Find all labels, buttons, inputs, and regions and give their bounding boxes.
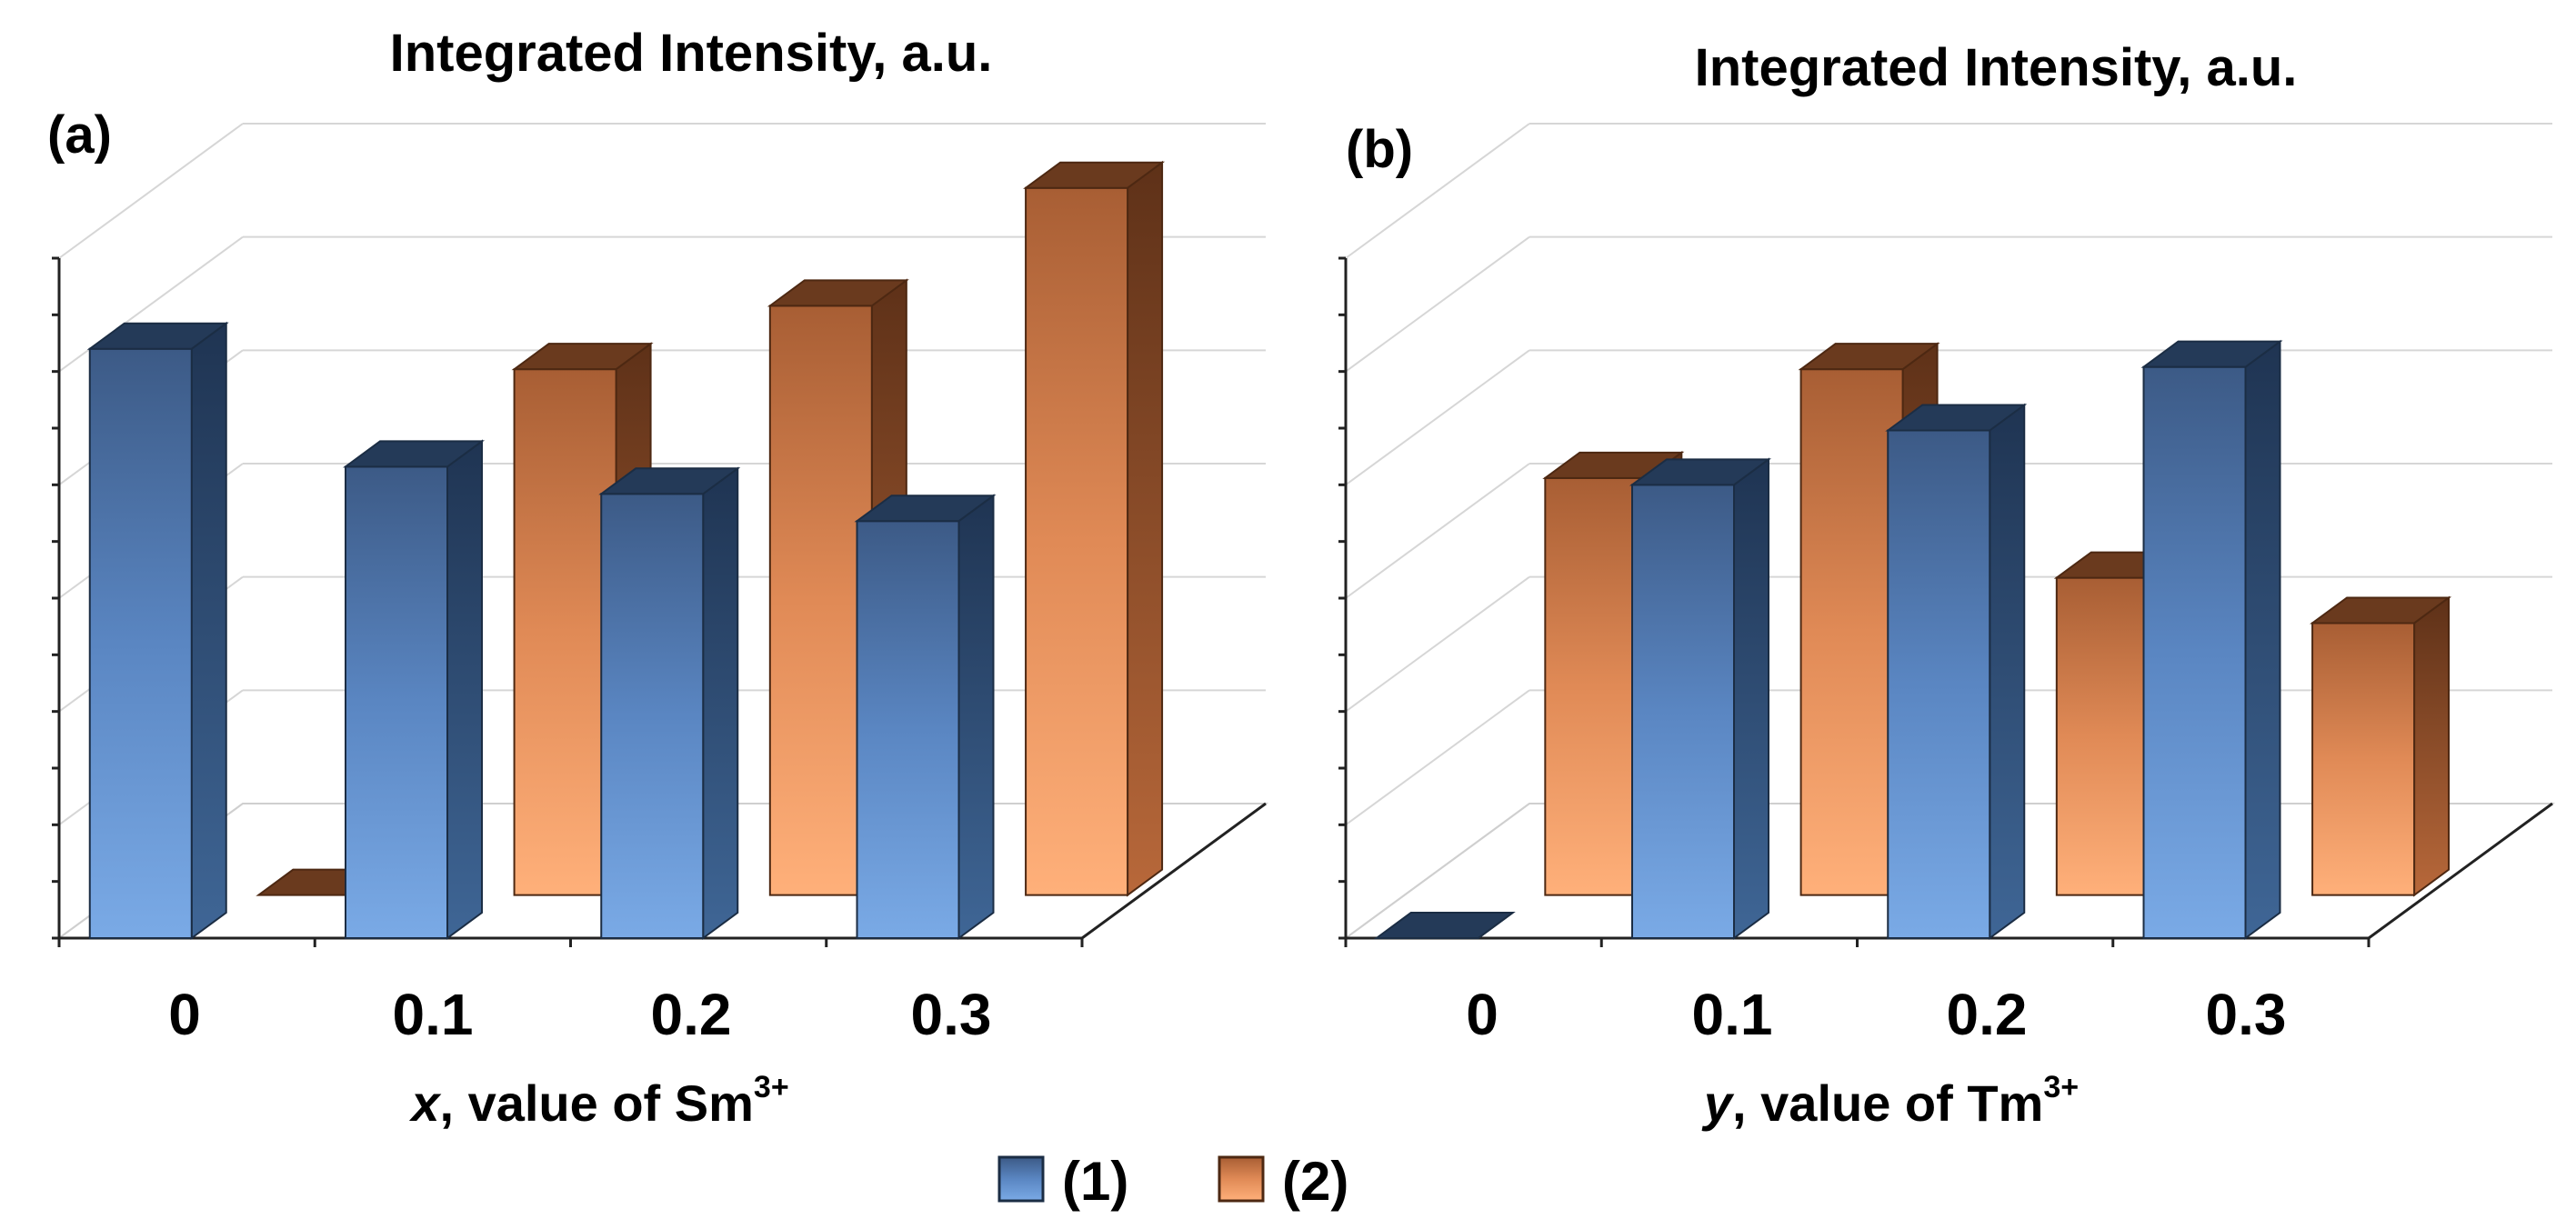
bar-top <box>598 467 741 495</box>
bar-top <box>1023 161 1166 189</box>
bar-top <box>511 343 654 371</box>
side-gridline <box>1345 349 1530 486</box>
bar-top <box>854 495 997 523</box>
bar-front <box>2311 622 2416 896</box>
chart-title: Integrated Intensity, a.u. <box>1695 38 2298 97</box>
bar-side <box>190 321 227 940</box>
panel-label: (b) <box>1346 120 1413 179</box>
chart-title: Integrated Intensity, a.u. <box>390 24 993 83</box>
bar-side <box>1733 457 1769 940</box>
bar-series-1 <box>86 321 229 940</box>
x-axis-title: y, value of Tm3+ <box>1701 1070 2079 1132</box>
x-tick-label: 0 <box>1466 982 1498 1047</box>
bar-front <box>1631 484 1735 939</box>
bar-series-1 <box>1629 457 1772 940</box>
bar-side <box>1989 403 2026 940</box>
bar-series-1 <box>854 494 997 940</box>
bar-front <box>2142 365 2247 939</box>
legend-label-1: (1) <box>1062 1151 1128 1212</box>
bar-top <box>2140 340 2283 368</box>
depth-axis <box>2368 802 2553 940</box>
bar-series-1 <box>1885 403 2028 940</box>
x-tick-label: 0.1 <box>393 982 474 1047</box>
x-tick-label: 0.3 <box>911 982 992 1047</box>
bar-front <box>1025 186 1129 896</box>
bar-top <box>1798 343 1940 371</box>
bar-side <box>2413 595 2451 897</box>
side-gridline <box>1345 123 1530 259</box>
bar-side <box>957 494 995 940</box>
bar-front <box>513 368 617 896</box>
bar-front <box>88 347 193 939</box>
bar-side <box>2244 339 2281 940</box>
legend-swatch-1 <box>997 1155 1045 1203</box>
bar-series-1 <box>2140 339 2283 940</box>
x-axis-superscript: 3+ <box>754 1070 789 1104</box>
x-tick-label: 0.2 <box>1947 982 2028 1047</box>
bar-top <box>1373 912 1516 939</box>
bar-side <box>702 466 739 940</box>
x-axis-variable: x <box>408 1074 442 1132</box>
bar-top <box>86 322 229 350</box>
depth-axis <box>1081 802 1267 940</box>
bar-top <box>342 440 486 468</box>
x-tick-label: 0.2 <box>651 982 732 1047</box>
x-axis-variable: y <box>1701 1074 1735 1132</box>
bar-top <box>1885 404 2028 432</box>
bar-series-1 <box>598 466 741 940</box>
x-tick-labels: 0 0.1 0.2 0.3 <box>168 982 991 1047</box>
x-tick-label: 0.3 <box>2206 982 2287 1047</box>
bar-front <box>1887 429 1991 939</box>
bar-front <box>345 465 448 939</box>
bar-top <box>1542 451 1685 479</box>
bar-side <box>1127 160 1164 897</box>
side-gridline <box>1345 689 1530 826</box>
bar-front <box>856 520 960 940</box>
x-tick-labels: 0 0.1 0.2 0.3 <box>1466 982 2286 1047</box>
side-gridline <box>1345 463 1530 599</box>
legend-label-2: (2) <box>1282 1151 1348 1212</box>
panel-label: (a) <box>47 105 112 165</box>
bar-series-1 <box>342 439 486 940</box>
bar-front <box>600 493 705 939</box>
legend: (1) (2) <box>997 1151 1348 1212</box>
bar-front <box>768 305 873 896</box>
bar-front <box>1544 476 1649 896</box>
chart-panel-a: Integrated Intensity, a.u. (a) 0 0.1 0.2… <box>47 24 1269 1132</box>
bar-top <box>767 279 909 307</box>
bar-group <box>1373 339 2452 940</box>
side-gridline <box>58 123 244 259</box>
chart-panel-b: Integrated Intensity, a.u. (b) 0 0.1 0.2… <box>1338 38 2556 1132</box>
x-axis-text: , value of Sm <box>439 1074 753 1132</box>
bar-series-2 <box>2310 595 2452 897</box>
x-axis-title: x, value of Sm3+ <box>408 1070 788 1132</box>
side-gridline <box>1345 575 1530 713</box>
x-axis-superscript: 3+ <box>2043 1070 2079 1104</box>
bar-series-2 <box>1023 160 1166 897</box>
x-tick-label: 0 <box>168 982 201 1047</box>
bar-group <box>86 160 1166 940</box>
bar-side <box>446 439 483 940</box>
bar-front <box>1799 368 1904 896</box>
x-tick-label: 0.1 <box>1692 982 1773 1047</box>
bar-top <box>1629 458 1772 486</box>
bar-top <box>2310 596 2452 624</box>
legend-swatch-2 <box>1218 1155 1265 1203</box>
bar-series-1 <box>1373 912 1516 939</box>
x-axis-text: , value of Tm <box>1732 1074 2043 1132</box>
side-gridline <box>1345 235 1530 373</box>
